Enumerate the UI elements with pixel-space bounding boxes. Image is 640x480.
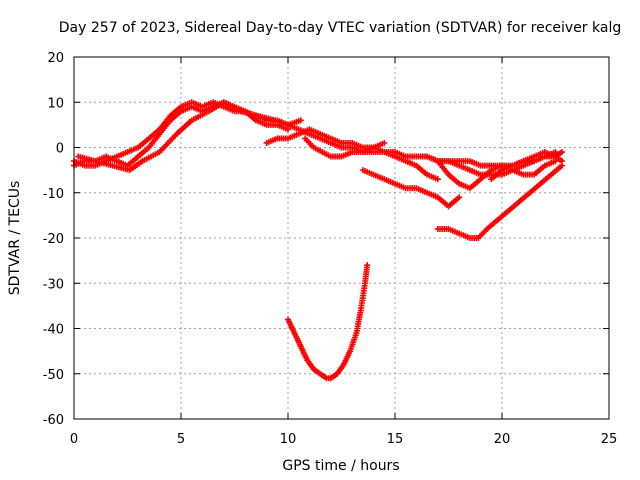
y-tick-label: 10 — [47, 96, 64, 111]
data-point-marker — [381, 139, 388, 146]
series-track-c — [75, 99, 304, 174]
data-point-marker — [364, 262, 371, 269]
chart-title: Day 257 of 2023, Sidereal Day-to-day VTE… — [59, 20, 621, 36]
data-point-marker — [558, 149, 565, 156]
y-tick-label: -40 — [43, 323, 64, 338]
data-point-marker — [297, 117, 304, 124]
data-series — [71, 99, 565, 382]
x-tick-label: 15 — [387, 432, 404, 447]
y-tick-label: -60 — [43, 413, 64, 428]
data-point-marker — [558, 158, 565, 165]
y-tick-label: -30 — [43, 277, 64, 292]
y-tick-label: -20 — [43, 232, 64, 247]
y-tick-label: -50 — [43, 368, 64, 383]
y-tick-label: -10 — [43, 187, 64, 202]
series-track-f — [359, 167, 463, 210]
x-axis-label: GPS time / hours — [282, 458, 399, 474]
y-tick-label: 0 — [56, 142, 64, 157]
series-track-d — [263, 126, 441, 183]
data-point-marker — [434, 176, 441, 183]
x-tick-label: 10 — [280, 432, 297, 447]
y-axis-label: SDTVAR / TECUs — [7, 181, 23, 296]
series-track-e — [302, 135, 388, 160]
x-tick-label: 5 — [177, 432, 185, 447]
y-tick-label: 20 — [47, 51, 64, 66]
axis-ticks: 0 5 10 15 20 25 -60 -50 -40 -30 -20 -10 0 10 20 — [43, 51, 618, 447]
x-tick-label: 0 — [70, 432, 78, 447]
series-track-j — [488, 149, 565, 183]
series-track-i — [434, 162, 565, 241]
data-point-marker — [456, 194, 463, 201]
x-tick-label: 20 — [494, 432, 511, 447]
x-tick-label: 25 — [601, 432, 618, 447]
series-track-k — [285, 262, 371, 382]
grid-lines — [74, 57, 609, 419]
